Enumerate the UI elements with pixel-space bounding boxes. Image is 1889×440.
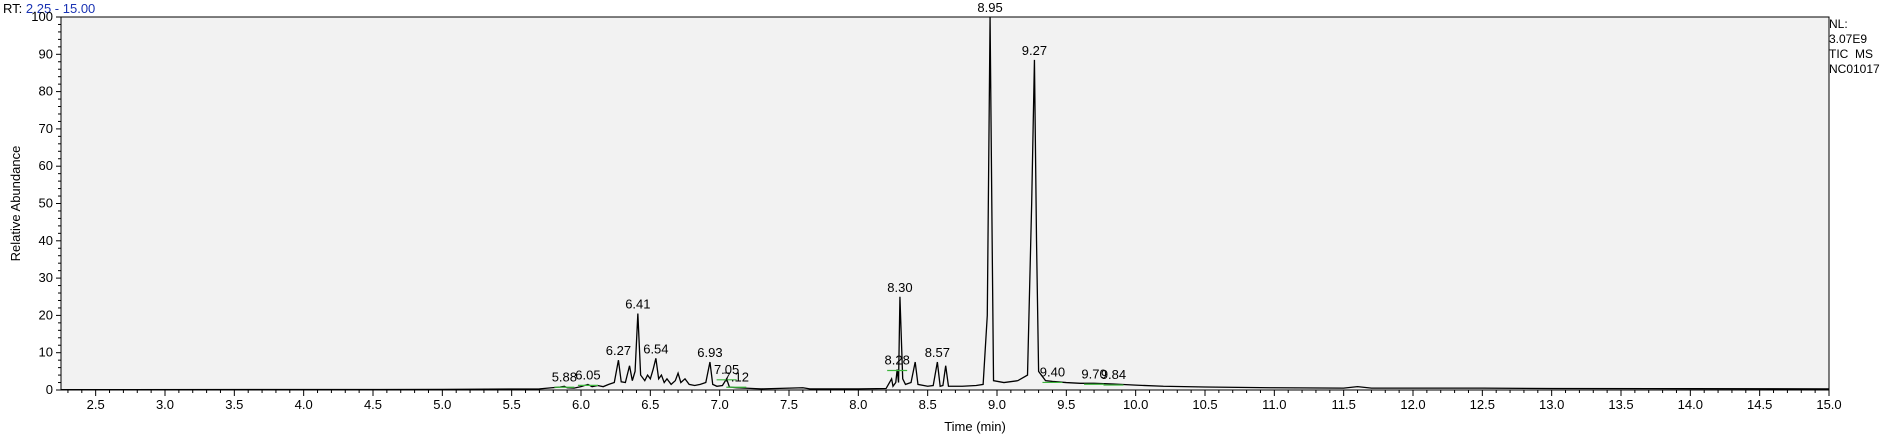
x-tick-label: 10.0	[1123, 397, 1148, 412]
peak-label: 6.41	[625, 297, 650, 312]
y-axis: 0 10 20 30 40 50 60 70 80 90 100	[31, 9, 61, 397]
x-tick-label: 3.5	[225, 397, 243, 412]
peak-label: 7.12	[724, 369, 749, 384]
rt-prefix: RT:	[3, 1, 23, 16]
peak-label: 9.40	[1040, 364, 1065, 379]
peak-label: 5.88	[552, 369, 577, 384]
x-tick-label: 4.5	[364, 397, 382, 412]
x-axis: 2.5 3.0 3.5 4.0 4.5 5.0 5.5 6.0 6.5 7.0 7.5 8.0 8.5 9…	[67, 390, 1842, 412]
x-tick-label: 14.0	[1678, 397, 1703, 412]
sample-name: NC01017	[1829, 62, 1880, 76]
plot-area	[60, 16, 1830, 391]
peak-label: 7.05	[714, 362, 739, 377]
tic-trace-line	[60, 16, 1830, 391]
peak-label: 8.30	[887, 280, 912, 295]
y-tick-label: 100	[31, 9, 53, 24]
baseline-marks	[554, 369, 1124, 388]
x-tick-label: 6.5	[641, 397, 659, 412]
x-tick-label: 12.0	[1400, 397, 1425, 412]
x-axis-title: Time (min)	[944, 419, 1006, 434]
x-tick-label: 11.5	[1331, 397, 1355, 412]
x-tick-label: 13.0	[1539, 397, 1564, 412]
y-tick-label: 90	[39, 46, 53, 61]
y-tick-label: 30	[39, 270, 53, 285]
x-tick-label: 13.5	[1608, 397, 1633, 412]
peak-label: 6.54	[643, 341, 668, 356]
peak-label: 8.28	[885, 352, 910, 367]
y-axis-title: Relative Abundance	[8, 146, 23, 262]
peak-label: 9.84	[1101, 367, 1126, 382]
x-tick-label: 8.0	[849, 397, 867, 412]
y-tick-label: 70	[39, 121, 53, 136]
x-tick-label: 8.5	[919, 397, 937, 412]
peak-label: 6.05	[575, 367, 600, 382]
x-tick-label: 6.0	[572, 397, 590, 412]
x-tick-label: 9.5	[1057, 397, 1075, 412]
peak-label: 6.93	[697, 345, 722, 360]
rt-range-value: 2.25 - 15.00	[25, 1, 96, 16]
x-tick-label: 4.0	[295, 397, 313, 412]
x-tick-label: 9.0	[988, 397, 1006, 412]
y-tick-label: 60	[39, 158, 53, 173]
peak-label: 8.95	[977, 0, 1002, 15]
x-tick-label: 2.5	[87, 397, 105, 412]
y-tick-label: 40	[39, 233, 53, 248]
x-tick-label: 14.5	[1747, 397, 1772, 412]
x-tick-label: 7.5	[780, 397, 798, 412]
x-tick-label: 7.0	[711, 397, 729, 412]
peak-label: 9.27	[1022, 43, 1047, 58]
x-tick-label: 5.0	[433, 397, 451, 412]
info-panel: NL: 3.07E9 TIC MS NC01017	[1829, 17, 1880, 77]
x-tick-label: 3.0	[156, 397, 174, 412]
x-tick-label: 12.5	[1470, 397, 1495, 412]
peak-label: 9.70	[1081, 366, 1106, 381]
x-tick-label: 10.5	[1192, 397, 1217, 412]
nl-label: NL:	[1829, 17, 1848, 31]
x-tick-label: 11.0	[1262, 397, 1286, 412]
y-tick-label: 0	[46, 382, 53, 397]
x-tick-label: 5.5	[503, 397, 521, 412]
peak-labels: 5.886.05 6.27 6.41 6.54 6.93 7.057.12 8.28 8.30…	[552, 0, 1126, 384]
rt-range-header: RT: 2.25 - 15.00	[3, 1, 95, 16]
x-tick-label: 15.0	[1816, 397, 1841, 412]
y-tick-label: 80	[39, 84, 53, 99]
peak-label: 8.57	[925, 345, 950, 360]
y-tick-label: 20	[39, 307, 53, 322]
nl-value: 3.07E9	[1829, 32, 1868, 46]
y-tick-label: 10	[39, 345, 53, 360]
y-tick-label: 50	[39, 196, 53, 211]
peak-label: 6.27	[606, 343, 631, 358]
scan-type: TIC MS	[1829, 47, 1873, 61]
